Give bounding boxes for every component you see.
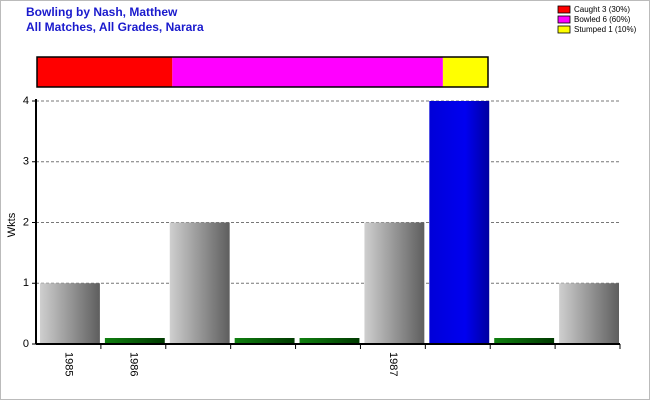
bar (429, 101, 490, 344)
bar (234, 338, 295, 344)
y-tick-label: 2 (23, 216, 29, 228)
y-tick-label: 4 (23, 95, 29, 107)
bar (299, 338, 360, 344)
legend-label: Caught 3 (30%) (574, 5, 630, 14)
legend-swatch (557, 5, 571, 14)
x-tick-label: 1985 (63, 352, 75, 376)
stacked-segment (172, 57, 443, 87)
y-tick-label: 3 (23, 156, 29, 168)
x-tick-label: 1986 (127, 352, 139, 376)
legend-swatch (557, 15, 571, 24)
y-tick-label: 0 (23, 338, 29, 350)
bar (494, 338, 555, 344)
y-tick-label: 1 (23, 277, 29, 289)
bar (364, 222, 425, 344)
x-tick-label: 1987 (387, 352, 399, 376)
bar (104, 338, 165, 344)
stacked-segment (442, 57, 488, 87)
legend-swatch (557, 25, 571, 34)
chart-subtitle: All Matches, All Grades, Narara (26, 20, 204, 34)
stacked-frame (36, 56, 489, 88)
y-axis-label: Wkts (6, 212, 18, 237)
legend-label: Bowled 6 (60%) (574, 15, 631, 24)
bar (559, 283, 619, 344)
stacked-segment (37, 57, 173, 87)
bar (40, 283, 100, 344)
legend-label: Stumped 1 (10%) (574, 25, 637, 34)
chart-title: Bowling by Nash, Matthew (26, 5, 178, 19)
bar (169, 222, 230, 344)
